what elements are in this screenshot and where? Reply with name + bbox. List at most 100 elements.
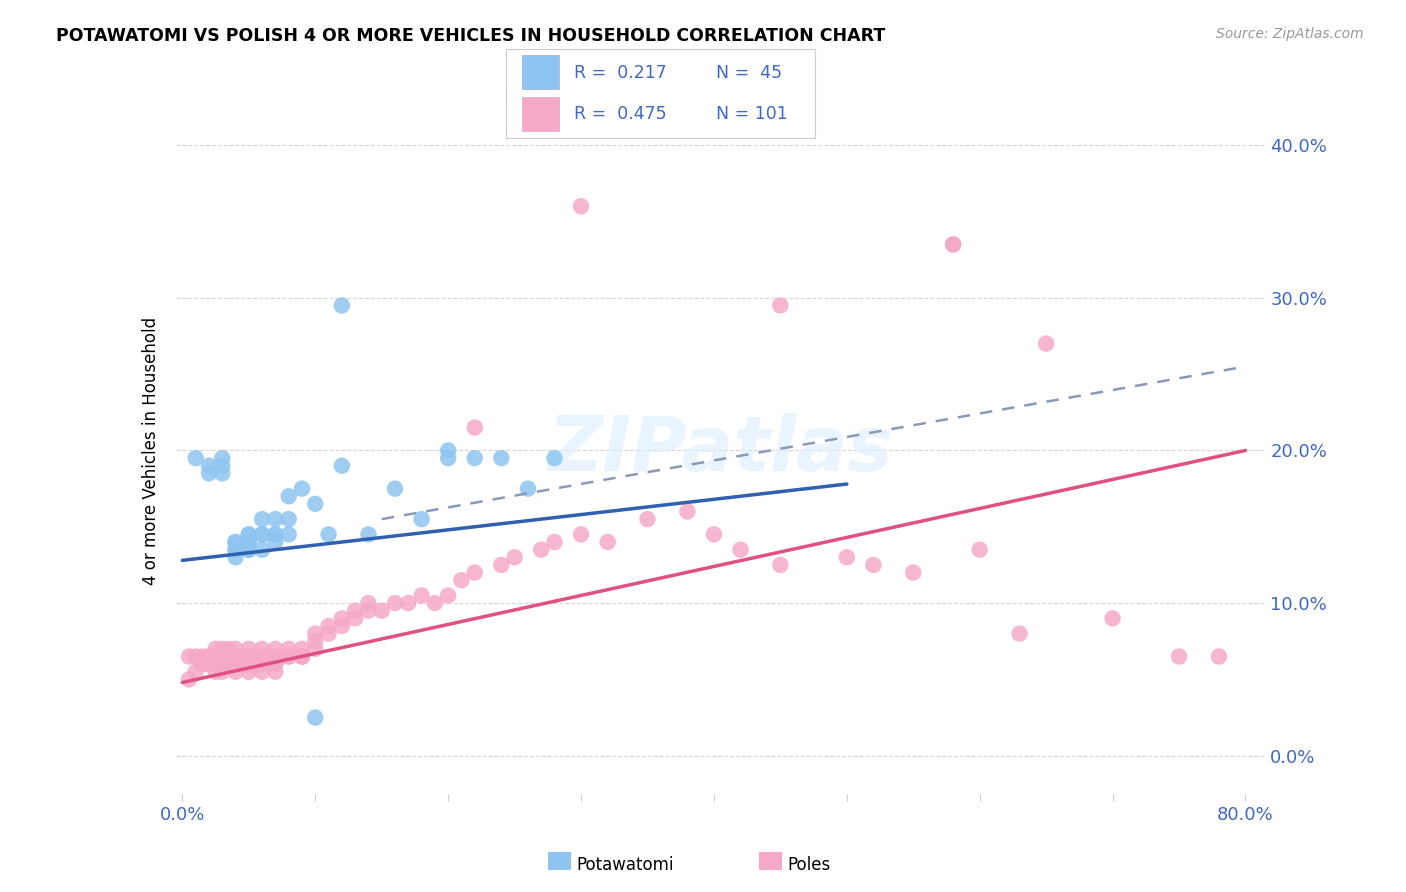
Point	[198, 467, 221, 481]
Point	[903, 566, 925, 580]
Point	[238, 649, 260, 664]
Point	[969, 542, 991, 557]
Point	[411, 589, 433, 603]
Point	[330, 458, 353, 473]
Point	[437, 451, 460, 466]
Point	[211, 467, 233, 481]
Text: R =  0.217: R = 0.217	[574, 64, 666, 82]
Point	[291, 649, 314, 664]
Point	[191, 657, 214, 672]
Point	[238, 641, 260, 656]
Point	[257, 649, 280, 664]
Point	[245, 649, 267, 664]
Point	[304, 634, 326, 648]
Point	[596, 535, 619, 549]
Text: R =  0.475: R = 0.475	[574, 105, 666, 123]
Point	[198, 657, 221, 672]
Point	[516, 482, 538, 496]
Point	[1101, 611, 1123, 625]
Point	[238, 535, 260, 549]
Point	[730, 542, 752, 557]
Point	[211, 451, 233, 466]
Point	[330, 619, 353, 633]
Point	[637, 512, 659, 526]
Point	[204, 649, 226, 664]
Point	[211, 649, 233, 664]
Point	[211, 641, 233, 656]
Bar	[522, 55, 558, 89]
Point	[250, 649, 273, 664]
Point	[370, 604, 392, 618]
Point	[257, 657, 280, 672]
Point	[942, 237, 965, 252]
Point	[344, 611, 367, 625]
Point	[225, 641, 247, 656]
Point	[238, 527, 260, 541]
Point	[264, 665, 287, 679]
Point	[569, 527, 592, 541]
Point	[491, 451, 513, 466]
Point	[491, 558, 513, 572]
Point	[304, 641, 326, 656]
Point	[225, 665, 247, 679]
Point	[211, 649, 233, 664]
Point	[198, 458, 221, 473]
Point	[1008, 626, 1031, 640]
Point	[277, 649, 299, 664]
Text: POTAWATOMI VS POLISH 4 OR MORE VEHICLES IN HOUSEHOLD CORRELATION CHART: POTAWATOMI VS POLISH 4 OR MORE VEHICLES …	[56, 27, 886, 45]
Point	[703, 527, 725, 541]
Point	[543, 535, 565, 549]
Point	[384, 482, 406, 496]
Point	[238, 542, 260, 557]
Point	[231, 657, 253, 672]
Bar	[522, 97, 558, 131]
Point	[184, 451, 207, 466]
Point	[250, 512, 273, 526]
Point	[543, 451, 565, 466]
Point	[225, 657, 247, 672]
Point	[238, 535, 260, 549]
Point	[211, 649, 233, 664]
Y-axis label: 4 or more Vehicles in Household: 4 or more Vehicles in Household	[142, 317, 160, 584]
Point	[318, 527, 340, 541]
Point	[211, 649, 233, 664]
Point	[423, 596, 446, 610]
Text: Poles: Poles	[787, 856, 831, 874]
Point	[277, 649, 299, 664]
Point	[225, 649, 247, 664]
Point	[204, 649, 226, 664]
Point	[225, 535, 247, 549]
Point	[464, 420, 486, 434]
Point	[437, 589, 460, 603]
Point	[211, 665, 233, 679]
Point	[198, 649, 221, 664]
Point	[530, 542, 553, 557]
Point	[450, 573, 472, 587]
Point	[211, 657, 233, 672]
Point	[191, 649, 214, 664]
Point	[238, 657, 260, 672]
Point	[291, 649, 314, 664]
Point	[264, 527, 287, 541]
Point	[204, 665, 226, 679]
Point	[204, 641, 226, 656]
Point	[204, 657, 226, 672]
Text: ZIPatlas: ZIPatlas	[547, 414, 894, 487]
Point	[250, 665, 273, 679]
Point	[250, 542, 273, 557]
Point	[835, 550, 858, 565]
Point	[411, 512, 433, 526]
Point	[277, 489, 299, 503]
Point	[277, 641, 299, 656]
Point	[264, 512, 287, 526]
Point	[264, 649, 287, 664]
Point	[1035, 336, 1057, 351]
Point	[238, 527, 260, 541]
Point	[198, 649, 221, 664]
Point	[503, 550, 526, 565]
Point	[264, 641, 287, 656]
Point	[218, 641, 240, 656]
Point	[231, 649, 253, 664]
Point	[396, 596, 419, 610]
Point	[238, 542, 260, 557]
